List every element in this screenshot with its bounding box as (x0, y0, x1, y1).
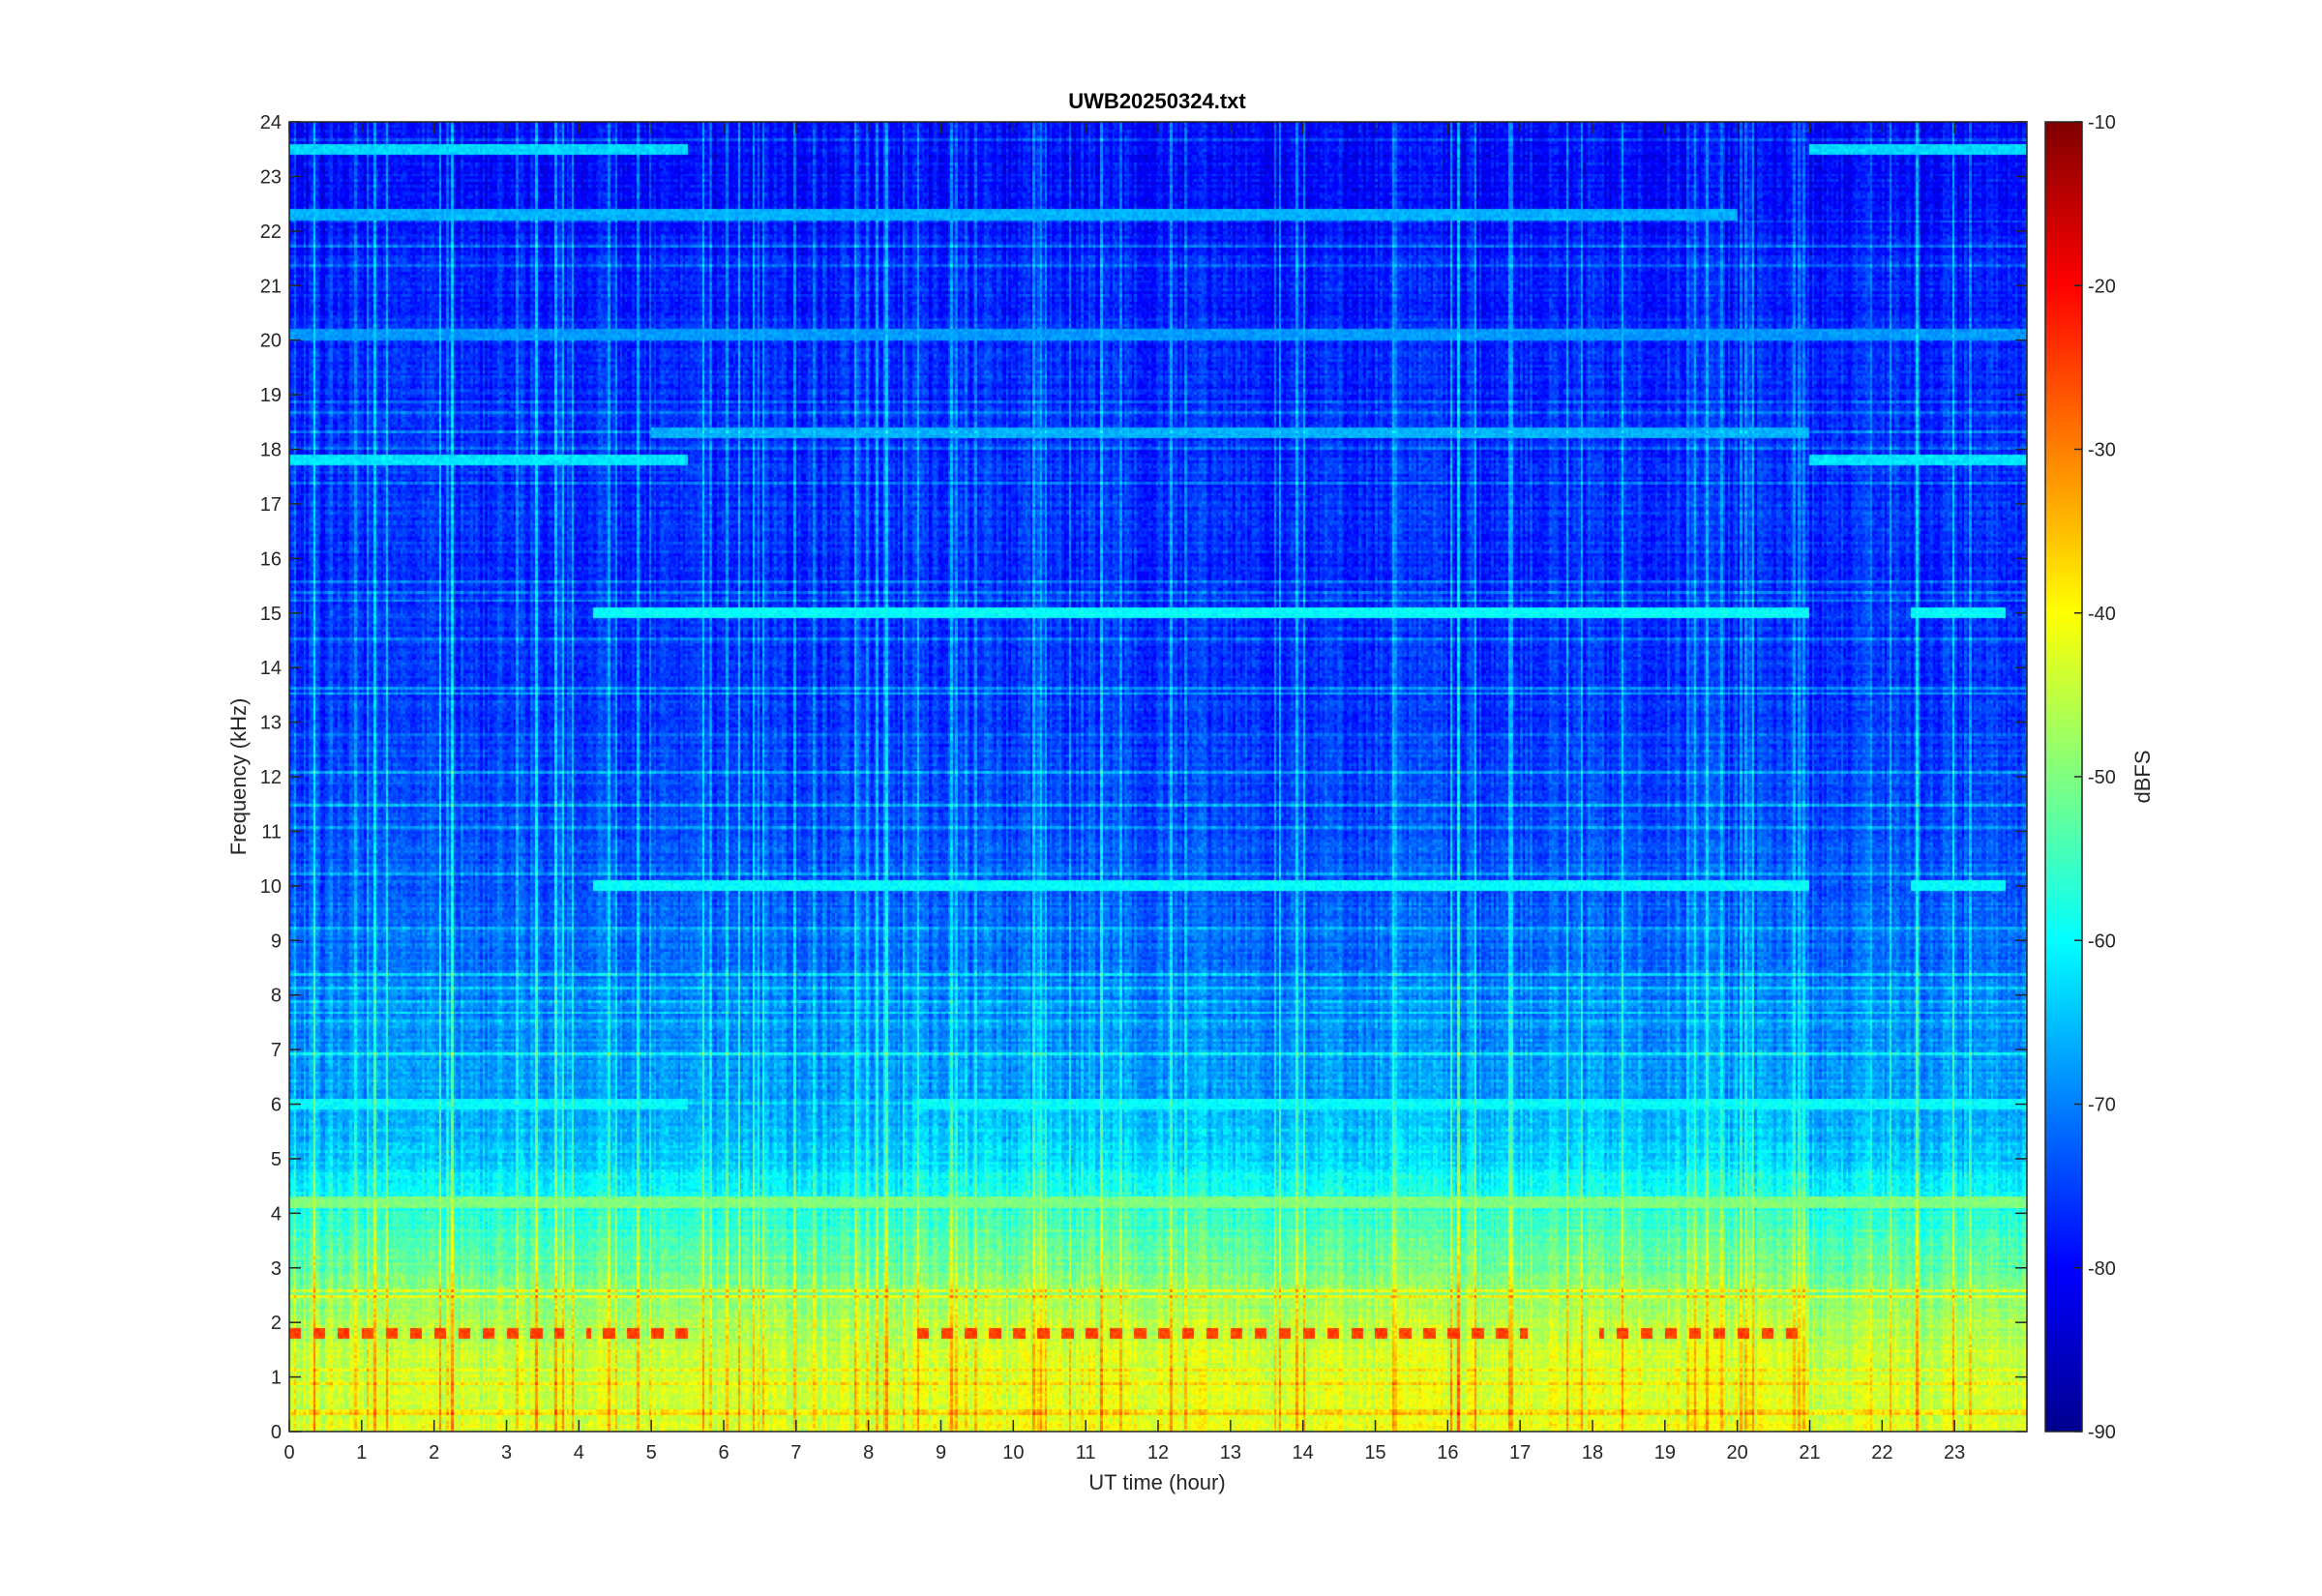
y-tick-label: 13 (260, 713, 282, 734)
colorbar-tick-label: -60 (2088, 931, 2116, 952)
y-tick-label: 10 (260, 876, 282, 898)
y-tick-label: 0 (271, 1422, 282, 1443)
colorbar-tick-label: -20 (2088, 276, 2116, 297)
y-tick-label: 1 (271, 1368, 282, 1389)
x-axis: 0 1 2 3 4 5 6 7 8 9 10 11 12 13 14 15 16 17 18 19 20 21 22 23 (283, 122, 1965, 1463)
x-tick-label: 21 (1799, 1442, 1820, 1463)
x-tick-label: 15 (1364, 1442, 1385, 1463)
y-tick-label: 12 (260, 767, 282, 788)
y-tick-label: 15 (260, 604, 282, 625)
x-tick-label: 6 (718, 1442, 729, 1463)
y-tick-label: 4 (271, 1203, 282, 1225)
x-tick-label: 20 (1727, 1442, 1748, 1463)
x-axis-label: UT time (hour) (1088, 1470, 1225, 1494)
x-tick-label: 11 (1076, 1442, 1096, 1463)
colorbar-tick-label: -50 (2088, 767, 2116, 788)
colorbar: -10 -20 -30 -40 -50 -60 -70 -80 -90 dBFS (2044, 112, 2155, 1443)
y-tick-label: 24 (260, 112, 282, 133)
y-tick-label: 20 (260, 331, 282, 352)
x-tick-label: 7 (790, 1442, 801, 1463)
y-tick-label: 22 (260, 222, 282, 243)
x-tick-label: 3 (501, 1442, 512, 1463)
colorbar-tick-label: -70 (2088, 1095, 2116, 1116)
colorbar-tick-label: -40 (2088, 604, 2116, 625)
x-tick-label: 13 (1220, 1442, 1241, 1463)
y-axis-label: Frequency (kHz) (226, 698, 251, 856)
y-tick-label: 19 (260, 385, 282, 406)
y-tick-label: 3 (271, 1258, 282, 1280)
y-tick-label: 2 (271, 1313, 282, 1334)
x-tick-label: 12 (1147, 1442, 1169, 1463)
x-tick-label: 4 (574, 1442, 584, 1463)
x-tick-label: 9 (936, 1442, 946, 1463)
y-tick-label: 11 (261, 821, 282, 842)
x-tick-label: 23 (1944, 1442, 1965, 1463)
y-tick-label: 18 (260, 440, 282, 461)
colorbar-ticks: -10 -20 -30 -40 -50 -60 -70 -80 -90 (2074, 112, 2116, 1443)
y-tick-label: 21 (260, 276, 282, 297)
y-tick-label: 8 (271, 986, 282, 1007)
x-tick-label: 0 (283, 1442, 294, 1463)
x-tick-label: 5 (646, 1442, 657, 1463)
y-tick-label: 5 (271, 1149, 282, 1170)
x-tick-label: 22 (1871, 1442, 1892, 1463)
spectrogram-image (289, 122, 2027, 1432)
y-tick-label: 14 (260, 658, 282, 679)
colorbar-tick-label: -30 (2088, 440, 2116, 461)
x-tick-label: 1 (356, 1442, 367, 1463)
y-tick-label: 6 (271, 1095, 282, 1116)
colorbar-tick-label: -90 (2088, 1422, 2116, 1443)
x-tick-label: 10 (1002, 1442, 1024, 1463)
y-tick-label: 17 (260, 494, 282, 516)
y-tick-label: 7 (271, 1040, 282, 1061)
plot-area (288, 121, 2028, 1433)
y-tick-label: 23 (260, 166, 282, 188)
x-tick-label: 19 (1654, 1442, 1676, 1463)
x-tick-label: 17 (1509, 1442, 1531, 1463)
y-tick-label: 9 (271, 931, 282, 952)
y-tick-label: 16 (260, 548, 282, 570)
x-tick-label: 2 (429, 1442, 439, 1463)
chart-title: UWB20250324.txt (1068, 89, 1246, 113)
colorbar-label: dBFS (2130, 750, 2155, 803)
x-tick-label: 14 (1293, 1442, 1314, 1463)
colorbar-tick-label: -10 (2088, 112, 2116, 133)
x-tick-label: 18 (1582, 1442, 1603, 1463)
colorbar-tick-label: -80 (2088, 1258, 2116, 1280)
x-tick-label: 16 (1437, 1442, 1458, 1463)
x-tick-label: 8 (863, 1442, 874, 1463)
